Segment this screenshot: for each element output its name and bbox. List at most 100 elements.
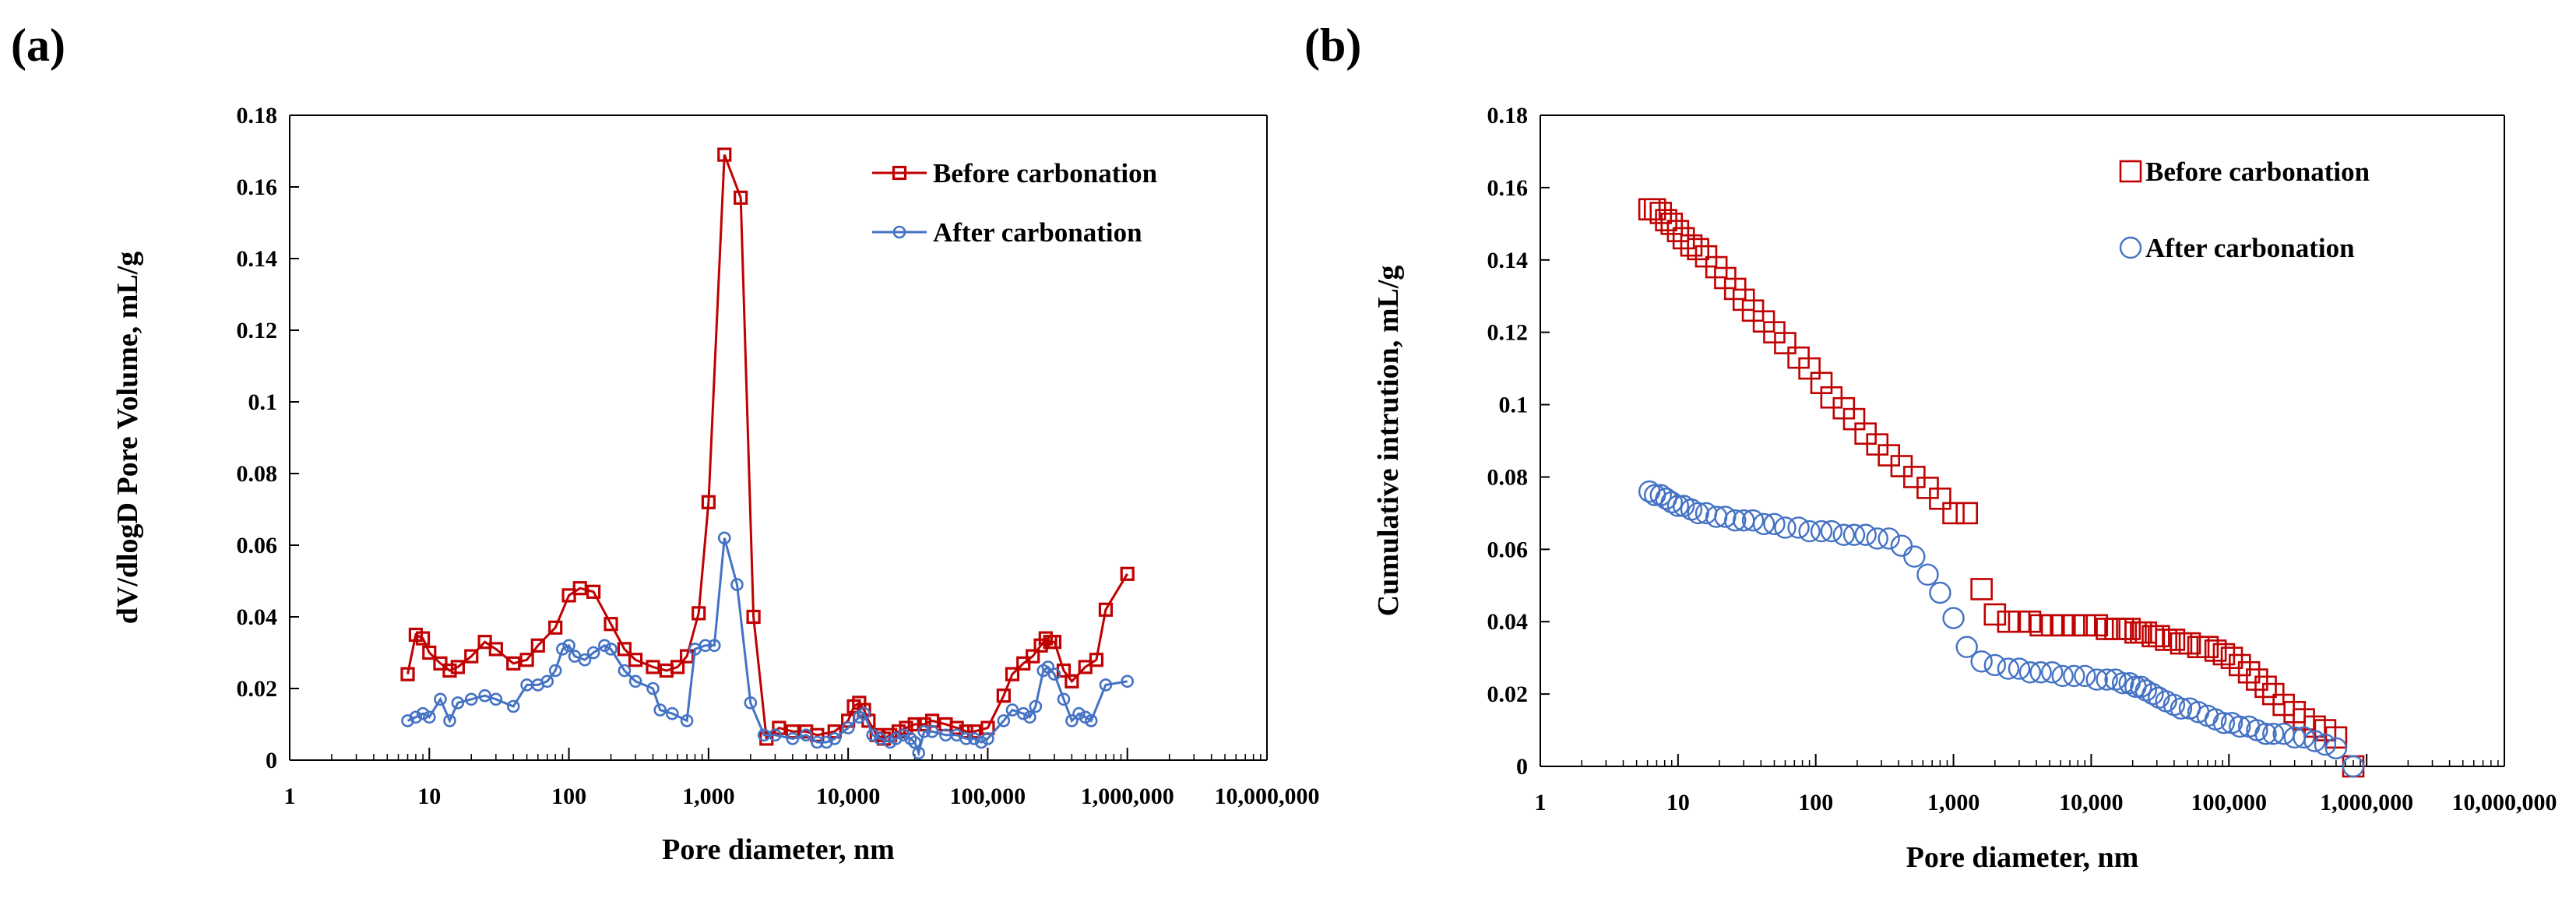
x-axis-title: Pore diameter, nm: [662, 833, 895, 866]
series-after-carbonation: [1638, 480, 2365, 778]
data-point: [2342, 755, 2365, 778]
data-point: [1005, 703, 1019, 717]
data-point: [488, 642, 503, 657]
data-point: [908, 735, 921, 749]
data-point: [562, 639, 575, 653]
data-point: [1890, 534, 1913, 557]
x-tick-label: 100,000: [2191, 790, 2268, 815]
legend-entry: Before carbonation: [872, 158, 1157, 188]
data-point: [1666, 220, 1690, 242]
x-tick-label: 10,000,000: [1215, 784, 1320, 809]
x-tick-label: 10: [417, 784, 441, 809]
legend-label: Before carbonation: [2145, 157, 2370, 187]
data-point: [925, 724, 939, 738]
data-point: [1832, 523, 1856, 546]
data-point: [1842, 523, 1866, 546]
data-point: [1877, 527, 1900, 550]
data-point: [604, 643, 618, 656]
data-point: [443, 714, 456, 727]
data-point: [2204, 639, 2227, 662]
x-tick-label: 10: [1666, 790, 1690, 815]
data-point: [1660, 491, 1683, 514]
data-point: [2074, 614, 2096, 637]
data-point: [2118, 618, 2141, 640]
data-point: [1724, 509, 1747, 532]
x-tick-label: 1: [1535, 790, 1547, 815]
data-point: [917, 717, 931, 732]
data-point: [1121, 674, 1135, 688]
data-point: [451, 696, 465, 710]
data-point: [1798, 357, 1821, 380]
y-tick-label: 0.16: [237, 174, 278, 200]
data-point: [1787, 516, 1810, 539]
data-point: [899, 720, 913, 735]
data-point: [1016, 656, 1031, 671]
data-point: [572, 581, 587, 596]
data-point: [548, 664, 562, 678]
data-point: [1903, 545, 1926, 568]
data-point: [1955, 502, 1979, 525]
data-point: [450, 660, 465, 674]
x-tick-label: 100,000: [950, 784, 1026, 809]
data-point: [2178, 632, 2201, 655]
panel-label: (a): [11, 19, 65, 71]
data-point: [841, 721, 855, 734]
data-point: [2303, 730, 2326, 752]
legend-marker: [2119, 160, 2142, 183]
x-tick-label: 1: [284, 784, 296, 809]
data-point: [996, 688, 1011, 703]
data-point: [1798, 519, 1821, 543]
data-point: [1942, 607, 1965, 629]
x-tick-label: 10,000: [816, 784, 881, 809]
data-point: [1970, 650, 1993, 673]
data-point: [1714, 505, 1737, 528]
data-point: [628, 653, 643, 667]
x-tick-label: 10,000,000: [2452, 790, 2557, 815]
data-point: [2074, 664, 2096, 688]
data-point: [666, 706, 679, 720]
data-point: [707, 639, 721, 653]
data-point: [2148, 625, 2170, 648]
data-point: [1666, 495, 1690, 517]
legend-marker: [2119, 236, 2142, 259]
y-tick-label: 0.18: [1487, 103, 1529, 129]
data-point: [1842, 407, 1866, 431]
data-point: [828, 732, 842, 745]
panel-label: (b): [1304, 19, 1361, 71]
data-point: [586, 646, 600, 660]
data-point: [477, 635, 492, 650]
x-tick-label: 1,000,000: [1081, 784, 1174, 809]
data-point: [1041, 660, 1055, 674]
data-point: [692, 606, 706, 621]
data-point: [464, 692, 478, 706]
data-point: [680, 714, 694, 727]
data-point: [548, 620, 563, 635]
data-point: [1098, 602, 1114, 617]
y-axis-title: Cumulative intrution, mL/g: [1372, 266, 1405, 617]
series-line: [406, 537, 1128, 757]
data-point: [1687, 502, 1709, 525]
data-point: [959, 732, 973, 745]
data-point: [799, 728, 813, 742]
data-point: [1997, 657, 2020, 680]
data-point: [966, 724, 982, 739]
data-point: [679, 649, 695, 664]
data-point: [2314, 733, 2337, 756]
y-tick-label: 0.04: [1487, 609, 1529, 635]
data-point: [1774, 516, 1797, 539]
data-point: [1929, 488, 1951, 510]
data-point: [2196, 636, 2219, 659]
data-point: [1983, 603, 2007, 626]
data-point: [717, 147, 732, 162]
legend-entry: Before carbonation: [2119, 157, 2370, 187]
data-point: [556, 643, 569, 656]
data-point: [1820, 519, 1843, 543]
data-point: [897, 728, 910, 742]
data-point: [1763, 512, 1786, 536]
data-point: [2293, 726, 2315, 749]
data-point: [1983, 653, 2007, 677]
data-point: [949, 720, 964, 735]
data-point: [646, 660, 660, 674]
data-point: [907, 717, 922, 732]
data-point: [1078, 660, 1093, 674]
